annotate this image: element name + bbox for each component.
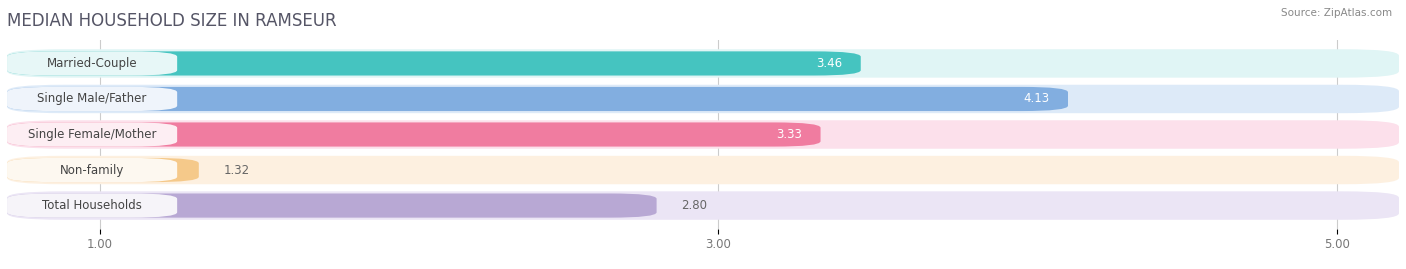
Text: 1.32: 1.32: [224, 164, 250, 176]
FancyBboxPatch shape: [7, 193, 657, 218]
FancyBboxPatch shape: [7, 122, 177, 147]
Text: 3.33: 3.33: [776, 128, 801, 141]
Text: MEDIAN HOUSEHOLD SIZE IN RAMSEUR: MEDIAN HOUSEHOLD SIZE IN RAMSEUR: [7, 12, 336, 30]
FancyBboxPatch shape: [7, 51, 860, 76]
FancyBboxPatch shape: [7, 158, 177, 182]
FancyBboxPatch shape: [7, 193, 177, 218]
Text: 3.46: 3.46: [815, 57, 842, 70]
Text: Non-family: Non-family: [60, 164, 124, 176]
FancyBboxPatch shape: [7, 120, 1399, 149]
FancyBboxPatch shape: [7, 87, 1069, 111]
Text: 2.80: 2.80: [682, 199, 707, 212]
Text: Single Female/Mother: Single Female/Mother: [28, 128, 156, 141]
FancyBboxPatch shape: [7, 122, 821, 147]
FancyBboxPatch shape: [7, 87, 177, 111]
FancyBboxPatch shape: [7, 156, 1399, 184]
Text: Source: ZipAtlas.com: Source: ZipAtlas.com: [1281, 8, 1392, 18]
FancyBboxPatch shape: [7, 158, 198, 182]
FancyBboxPatch shape: [7, 85, 1399, 113]
FancyBboxPatch shape: [7, 49, 1399, 78]
Text: Single Male/Father: Single Male/Father: [38, 93, 146, 105]
FancyBboxPatch shape: [7, 191, 1399, 220]
Text: 4.13: 4.13: [1024, 93, 1049, 105]
Text: Married-Couple: Married-Couple: [46, 57, 138, 70]
FancyBboxPatch shape: [7, 51, 177, 76]
Text: Total Households: Total Households: [42, 199, 142, 212]
